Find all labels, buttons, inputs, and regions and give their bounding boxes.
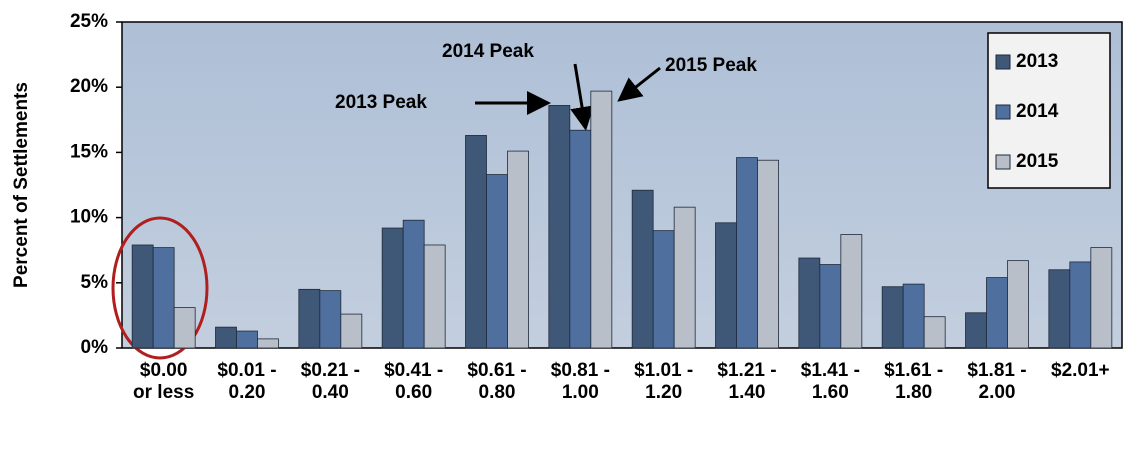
bar bbox=[173, 307, 196, 349]
bar bbox=[319, 290, 342, 349]
x-tick-label: $1.41 - 1.60 bbox=[800, 360, 860, 403]
y-tick-label: 15% bbox=[70, 141, 108, 162]
x-tick-label: $1.61 - 1.80 bbox=[884, 360, 944, 403]
bar bbox=[402, 219, 425, 349]
bar bbox=[340, 313, 363, 349]
bar bbox=[902, 283, 925, 349]
bar bbox=[923, 316, 946, 349]
bar bbox=[881, 286, 904, 349]
plot-area bbox=[121, 21, 1123, 349]
legend-swatch bbox=[995, 54, 1011, 70]
bar bbox=[465, 135, 487, 349]
bar bbox=[1090, 247, 1113, 349]
bar bbox=[381, 227, 404, 349]
bar bbox=[736, 157, 758, 349]
legend-label: 2015 bbox=[1016, 151, 1059, 172]
bar bbox=[1048, 269, 1071, 349]
legend-label: 2014 bbox=[1016, 101, 1059, 122]
bar bbox=[507, 150, 529, 349]
annotation: 2015 Peak bbox=[665, 55, 757, 76]
bar bbox=[590, 90, 613, 349]
bar bbox=[965, 312, 987, 349]
y-tick-label: 10% bbox=[70, 207, 108, 228]
bar bbox=[631, 189, 654, 349]
bar bbox=[236, 330, 258, 349]
bar bbox=[215, 326, 237, 349]
bar bbox=[298, 288, 321, 349]
y-tick-label: 5% bbox=[81, 272, 109, 293]
x-tick-label: $0.61 - 0.80 bbox=[467, 360, 527, 403]
x-tick-label: $0.81 - 1.00 bbox=[550, 360, 610, 403]
x-tick-label: $1.21 - 1.40 bbox=[717, 360, 777, 403]
bar bbox=[548, 105, 571, 349]
annotation: 2013 Peak bbox=[335, 92, 427, 113]
bar bbox=[569, 129, 592, 349]
legend-label: 2013 bbox=[1016, 51, 1058, 72]
arrow bbox=[570, 63, 594, 131]
x-tick-label: $1.01 - 1.20 bbox=[634, 360, 694, 403]
arrow bbox=[617, 66, 661, 102]
bar bbox=[1069, 261, 1092, 349]
x-tick-label: $0.41 - 0.60 bbox=[384, 360, 444, 403]
y-tick-label: 25% bbox=[70, 11, 108, 32]
y-tick-label: 0% bbox=[81, 337, 109, 358]
bar bbox=[423, 244, 446, 349]
bar bbox=[486, 174, 508, 349]
bar bbox=[673, 206, 696, 349]
bar bbox=[986, 277, 1008, 349]
x-tick-label: $1.81 - 2.00 bbox=[967, 360, 1027, 403]
bar bbox=[840, 234, 863, 349]
x-tick-label: $0.01 - 0.20 bbox=[217, 360, 277, 403]
bar bbox=[257, 338, 279, 349]
bar bbox=[819, 264, 842, 349]
y-axis-label: Percent of Settlements bbox=[11, 82, 32, 288]
bar bbox=[152, 247, 175, 349]
bar bbox=[757, 159, 779, 349]
bar bbox=[798, 257, 821, 349]
bar bbox=[652, 230, 675, 349]
bar bbox=[715, 222, 737, 349]
bar bbox=[1007, 260, 1029, 349]
y-tick-label: 20% bbox=[70, 76, 108, 97]
legend-swatch bbox=[995, 104, 1011, 120]
x-tick-label: $0.21 - 0.40 bbox=[300, 360, 360, 403]
bar bbox=[131, 244, 154, 349]
annotation: 2014 Peak bbox=[442, 41, 534, 62]
legend-swatch bbox=[995, 154, 1011, 170]
x-tick-label: $2.01+ bbox=[1051, 360, 1110, 381]
x-tick-label: $0.00 or less bbox=[133, 360, 195, 403]
highlight-ellipse bbox=[111, 216, 209, 360]
